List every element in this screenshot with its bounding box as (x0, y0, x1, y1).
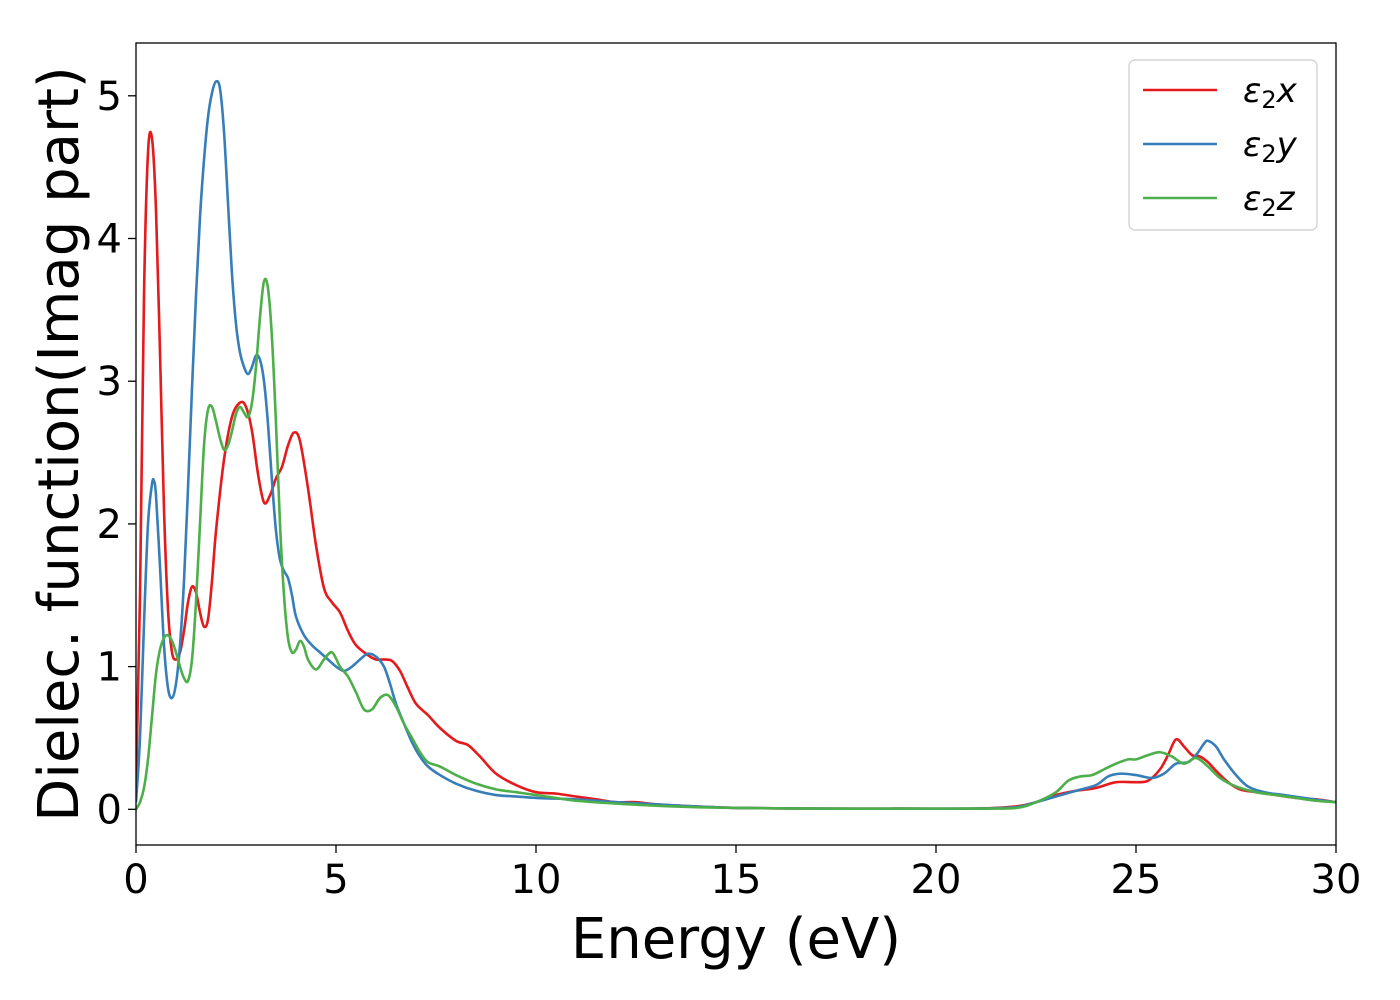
x-axis-title: Energy (eV) (571, 907, 901, 972)
series-line-z (136, 277, 1336, 810)
y-axis-title: Dielec. function(Imag part) (27, 66, 92, 822)
y-tick-label: 3 (97, 359, 122, 405)
legend-frame (1128, 59, 1318, 231)
x-tick-label: 0 (123, 857, 148, 903)
series-line-y (136, 79, 1336, 811)
x-tick-label: 5 (323, 857, 348, 903)
x-tick-label: 25 (1111, 857, 1162, 903)
legend-label-y: ε2y (1243, 125, 1298, 168)
legend: ε2x ε2y ε2z (1128, 59, 1318, 231)
y-tick-label: 4 (97, 217, 122, 263)
x-axis-ticks: 0 5 10 15 20 25 30 (123, 845, 1361, 903)
x-tick-label: 30 (1311, 857, 1362, 903)
y-tick-label: 0 (97, 787, 122, 833)
x-tick-label: 20 (911, 857, 962, 903)
x-tick-label: 15 (711, 857, 762, 903)
y-tick-label: 5 (97, 74, 122, 120)
y-tick-label: 2 (97, 502, 122, 548)
legend-label-z: ε2z (1243, 179, 1296, 222)
x-tick-label: 10 (511, 857, 562, 903)
series-line-x (136, 130, 1336, 811)
series-layer (136, 79, 1336, 811)
legend-label-x: ε2x (1243, 71, 1298, 114)
y-axis-ticks: 0 1 2 3 4 5 (97, 74, 136, 833)
y-tick-label: 1 (97, 645, 122, 691)
